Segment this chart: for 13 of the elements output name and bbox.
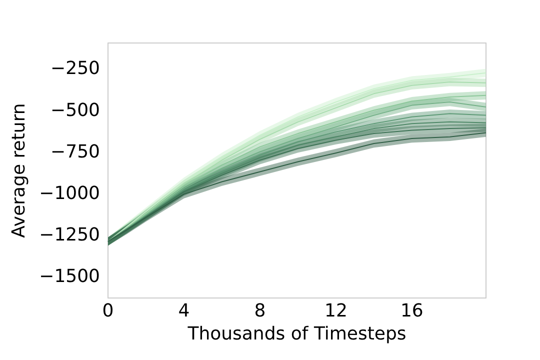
y-tick-label: −250: [50, 58, 100, 80]
x-tick-label: 0: [102, 300, 114, 322]
x-tick-label: 12: [324, 300, 348, 322]
x-tick-label: 8: [254, 300, 266, 322]
y-tick-label: −1500: [39, 266, 100, 287]
x-axis-title: Thousands of Timesteps: [186, 323, 406, 344]
y-tick-label: −500: [50, 100, 100, 121]
y-tick-label: −750: [50, 141, 100, 162]
x-tick-label: 16: [400, 300, 424, 322]
y-tick-label: −1250: [39, 224, 100, 246]
y-axis-title: Average return: [8, 103, 30, 238]
x-tick-label: 4: [178, 300, 190, 322]
y-tick-label: −1000: [39, 182, 100, 204]
